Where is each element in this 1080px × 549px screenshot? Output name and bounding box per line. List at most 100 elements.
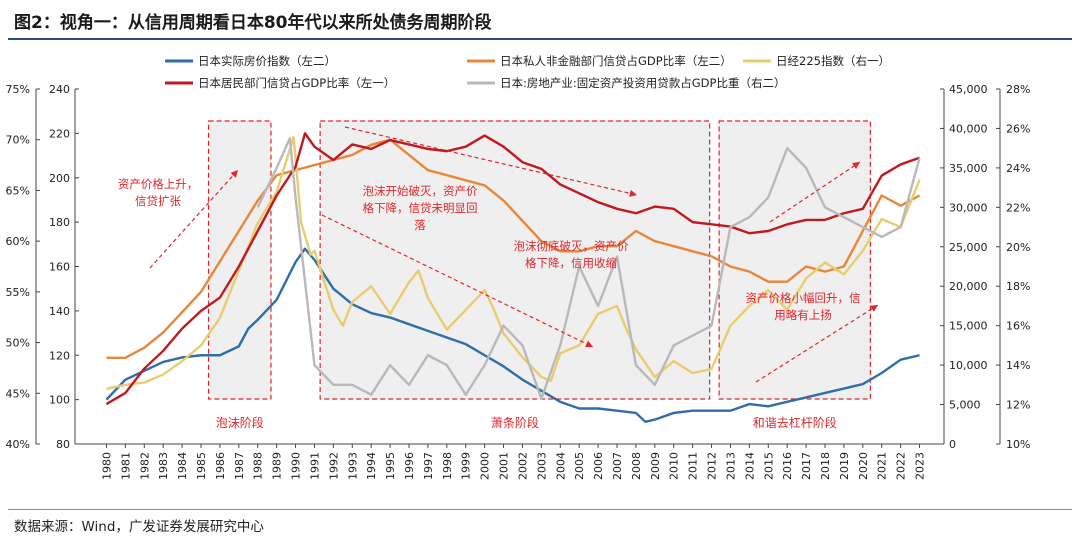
trend-arrow (321, 214, 594, 348)
trend-arrow (755, 304, 879, 383)
phase-box (319, 120, 711, 400)
chart-title: 图2：视角一：从信用周期看日本80年代以来所处债务周期阶段 (14, 13, 492, 33)
phase-boxes: 泡沫阶段 萧条阶段 和谐去杠杆阶段 (207, 120, 871, 430)
left-pct-tick-label: 60% (6, 235, 30, 248)
left-pct-tick-label: 55% (6, 286, 30, 299)
right-pct-tick-label: 10% (1006, 438, 1030, 451)
right-nikkei-tick-label: 45,000 (949, 83, 988, 96)
right-nikkei-tick-label: 40,000 (949, 122, 988, 135)
x-tick-label: 2000 (479, 452, 492, 480)
source-rule (8, 509, 1072, 510)
right-pct-tick-label: 18% (1006, 280, 1030, 293)
x-tick-label: 2009 (649, 452, 662, 480)
series-line-1 (106, 138, 921, 359)
left-idx-tick-label: 160 (49, 261, 70, 274)
x-tick-label: 1990 (290, 452, 303, 480)
x-tick-label: 2007 (611, 452, 624, 480)
x-tick-label: 2002 (516, 452, 529, 480)
x-tick-label: 2003 (535, 452, 548, 480)
legend-label: 日本居民部门信贷占GDP比率（左一） (198, 76, 395, 90)
x-tick-label: 2010 (668, 452, 681, 480)
annotation: 资产价格小幅回升，信用略有上扬 (746, 291, 861, 322)
annotation-line: 用略有上扬 (774, 308, 832, 322)
right-nikkei-tick-label: 35,000 (949, 162, 988, 175)
annotation-line: 格下降，信贷未明显回 (363, 201, 478, 215)
x-tick-label: 1997 (422, 452, 435, 480)
right-nikkei-tick-label: 20,000 (949, 280, 988, 293)
right-pct-tick-label: 28% (1006, 83, 1030, 96)
left-pct-tick-label: 50% (6, 337, 30, 350)
annotation: 资产价格上升， 信贷扩张 (118, 177, 199, 208)
left-pct-tick-label: 75% (6, 83, 30, 96)
annotations: 资产价格上升， 信贷扩张 泡沫开始破灭，资产价格下降，信贷未明显回落泡沫彻底破灭，资… (118, 177, 861, 322)
x-tick-label: 1999 (460, 452, 473, 480)
right-pct-tick-label: 24% (1006, 162, 1030, 175)
x-tick-label: 1980 (100, 452, 113, 480)
series-line-3 (105, 132, 920, 406)
left-idx-tick-label: 100 (49, 394, 70, 407)
left-pct-tick-label: 70% (6, 134, 30, 147)
right-pct-tick-label: 14% (1006, 359, 1030, 372)
x-tick-label: 2011 (687, 452, 700, 480)
x-tick-label: 1994 (365, 452, 378, 480)
right-nikkei-tick-label: 30,000 (949, 201, 988, 214)
phase-box (207, 120, 272, 400)
x-tick-label: 2008 (630, 452, 643, 480)
x-tick-label: 2017 (800, 452, 813, 480)
right-pct-tick-label: 16% (1006, 320, 1030, 333)
annotation-line: 资产价格小幅回升，信 (746, 291, 861, 305)
series-line-0 (105, 247, 920, 424)
legend-label: 日本:房地产业:固定资产投资用贷款占GDP比重（右二） (500, 76, 785, 90)
trend-arrows (149, 126, 879, 383)
trend-arrow (149, 169, 239, 269)
annotation-line: 信贷扩张 (135, 194, 181, 208)
left-idx-tick-label: 240 (49, 83, 70, 96)
x-tick-label: 1987 (233, 452, 246, 480)
x-tick-label: 1991 (308, 452, 321, 480)
annotation-line: 落 (414, 218, 426, 232)
trend-arrow (344, 126, 638, 197)
left-idx-tick-label: 180 (49, 216, 70, 229)
phase-label: 泡沫阶段 (216, 415, 264, 430)
x-tick-label: 1998 (441, 452, 454, 480)
annotation: 泡沫彻底破灭，资产价格下降，信用收缩 (514, 239, 629, 270)
legend: 日本实际房价指数（左二） 日本私人非金融部门信贷占GDP比率（左二） 日经225指数… (165, 54, 890, 90)
left-idx-tick-label: 80 (56, 438, 70, 451)
left-pct-tick-label: 65% (6, 184, 30, 197)
source-note: 数据来源：Wind，广发证券发展研究中心 (14, 519, 264, 535)
series-lines (105, 132, 921, 424)
axes: 40% 45% 50% 55% 60% 65% 70% 75% 80 100 120 140 160 18… (6, 83, 1031, 480)
x-tick-label: 1986 (214, 452, 227, 480)
x-tick-label: 1993 (346, 452, 359, 480)
right-pct-tick-label: 26% (1006, 122, 1030, 135)
legend-label: 日本实际房价指数（左二） (198, 54, 336, 68)
x-tick-label: 1992 (327, 452, 340, 480)
x-tick-label: 1983 (157, 452, 170, 480)
left-idx-tick-label: 120 (49, 349, 70, 362)
x-tick-label: 2021 (876, 452, 889, 480)
right-nikkei-tick-label: 25,000 (949, 241, 988, 254)
left-idx-tick-label: 220 (49, 127, 70, 140)
legend-label: 日本私人非金融部门信贷占GDP比率（左二） (500, 54, 732, 68)
x-tick-label: 2005 (573, 452, 586, 480)
x-tick-label: 2001 (498, 452, 511, 480)
x-tick-label: 1988 (252, 452, 265, 480)
x-tick-label: 1985 (195, 452, 208, 480)
x-tick-label: 2016 (781, 452, 794, 480)
x-tick-label: 2018 (819, 452, 832, 480)
x-tick-label: 1984 (176, 452, 189, 480)
phase-label: 萧条阶段 (491, 415, 539, 430)
x-tick-label: 1982 (138, 452, 151, 480)
right-pct-tick-label: 12% (1006, 399, 1030, 412)
x-tick-label: 2023 (914, 452, 927, 480)
right-pct-tick-label: 20% (1006, 241, 1030, 254)
x-tick-label: 1989 (271, 452, 284, 480)
annotation-line: 泡沫彻底破灭，资产价 (514, 239, 629, 253)
x-tick-label: 2019 (838, 452, 851, 480)
title-rule (8, 38, 1072, 40)
x-tick-label: 1981 (119, 452, 132, 480)
x-tick-label: 1995 (384, 452, 397, 480)
x-tick-label: 2022 (895, 452, 908, 480)
x-tick-label: 2014 (743, 452, 756, 480)
series-line-4 (256, 137, 921, 400)
